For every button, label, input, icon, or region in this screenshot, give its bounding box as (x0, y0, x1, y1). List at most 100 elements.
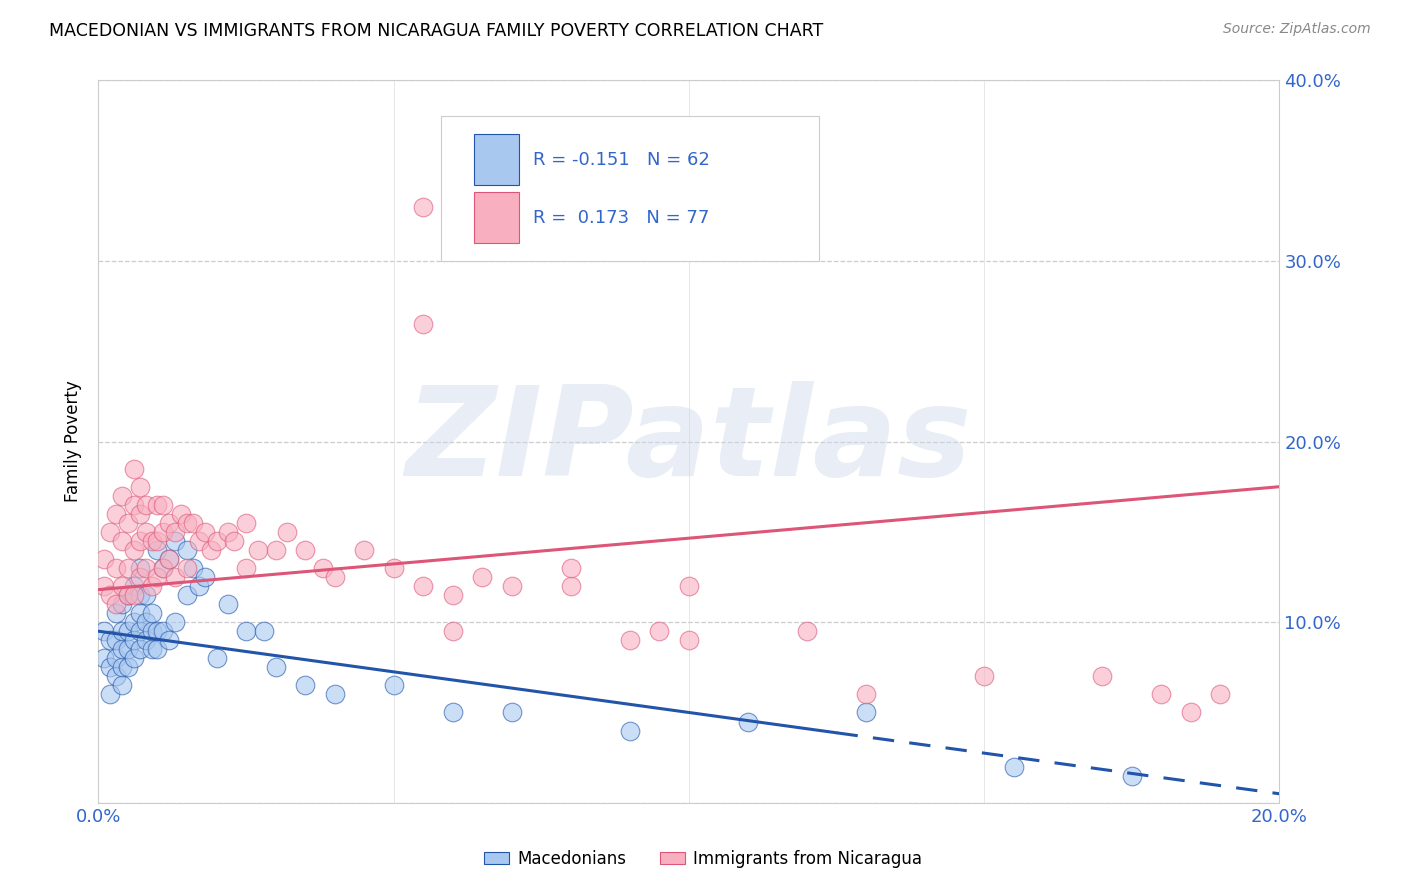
Point (855, 706, 877, 720)
Point (246, 542, 269, 557)
Point (111, 660, 134, 674)
Point (323, 687, 346, 701)
Point (294, 542, 316, 557)
Point (855, 687, 877, 701)
Point (294, 678, 316, 692)
Point (122, 651, 145, 665)
Point (152, 524, 174, 539)
Point (253, 624, 276, 639)
Point (122, 615, 145, 630)
Point (128, 624, 150, 639)
Point (200, 542, 222, 557)
Point (1121, 769, 1143, 783)
Point (122, 588, 145, 602)
Point (194, 570, 217, 584)
Point (737, 714, 759, 729)
Point (128, 480, 150, 494)
Point (141, 606, 163, 620)
Point (111, 678, 134, 692)
Point (93, 624, 115, 639)
Point (165, 570, 187, 584)
Text: Source: ZipAtlas.com: Source: ZipAtlas.com (1223, 22, 1371, 37)
Point (122, 461, 145, 475)
Point (105, 669, 128, 683)
Point (98, 687, 121, 701)
Point (382, 678, 405, 692)
Point (1091, 669, 1114, 683)
Point (146, 624, 169, 639)
Point (105, 561, 128, 575)
Point (353, 542, 375, 557)
Point (1002, 760, 1025, 774)
Point (323, 570, 346, 584)
Point (152, 561, 174, 575)
Point (157, 552, 180, 566)
Point (105, 597, 128, 611)
Bar (474, 135, 519, 185)
Point (117, 588, 139, 602)
Point (117, 660, 139, 674)
Point (105, 507, 128, 521)
Point (619, 723, 641, 738)
Point (122, 542, 145, 557)
Point (152, 498, 174, 512)
Point (111, 579, 134, 593)
Point (111, 489, 134, 503)
Point (619, 633, 641, 648)
Point (560, 561, 582, 575)
Point (217, 597, 239, 611)
Point (194, 524, 217, 539)
Point (135, 524, 157, 539)
Point (98, 660, 121, 674)
Point (382, 561, 405, 575)
Point (678, 579, 700, 593)
Point (264, 542, 287, 557)
Point (501, 579, 523, 593)
Point (141, 642, 163, 657)
Point (122, 579, 145, 593)
Point (276, 524, 298, 539)
Point (128, 561, 150, 575)
Point (117, 624, 139, 639)
Point (135, 561, 157, 575)
Point (648, 624, 671, 639)
Point (264, 660, 287, 674)
Point (141, 579, 163, 593)
Point (165, 615, 187, 630)
Point (93, 651, 115, 665)
Point (217, 524, 239, 539)
Point (122, 498, 145, 512)
Point (146, 570, 169, 584)
Point (105, 606, 128, 620)
Point (157, 516, 180, 530)
Y-axis label: Family Poverty: Family Poverty (65, 381, 83, 502)
Point (98, 524, 121, 539)
Point (560, 579, 582, 593)
Point (165, 524, 187, 539)
Point (205, 651, 228, 665)
Point (1180, 706, 1202, 720)
Point (176, 561, 198, 575)
Point (93, 552, 115, 566)
Point (973, 669, 995, 683)
Point (441, 218, 464, 232)
Point (105, 651, 128, 665)
Point (1209, 687, 1232, 701)
Text: MACEDONIAN VS IMMIGRANTS FROM NICARAGUA FAMILY POVERTY CORRELATION CHART: MACEDONIAN VS IMMIGRANTS FROM NICARAGUA … (49, 22, 824, 40)
Point (146, 542, 169, 557)
Bar (474, 193, 519, 243)
Point (205, 533, 228, 548)
Point (111, 624, 134, 639)
Point (157, 552, 180, 566)
Point (128, 570, 150, 584)
Point (122, 633, 145, 648)
Point (165, 533, 187, 548)
Point (1150, 687, 1173, 701)
Point (135, 588, 157, 602)
Point (181, 561, 204, 575)
Point (146, 642, 169, 657)
Point (796, 624, 818, 639)
Point (135, 633, 157, 648)
Point (181, 516, 204, 530)
Point (135, 615, 157, 630)
